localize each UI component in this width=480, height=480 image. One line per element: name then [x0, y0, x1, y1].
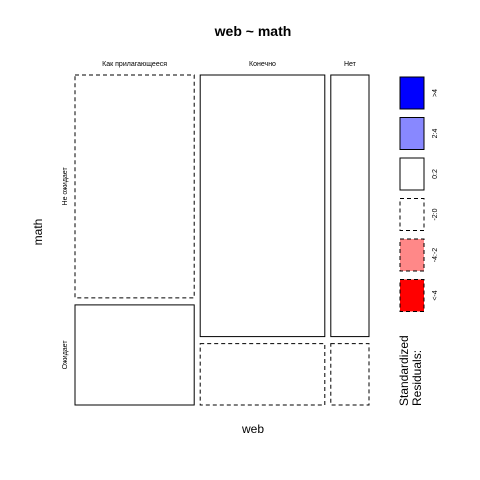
- x-axis-title: web: [241, 422, 264, 436]
- x-tick-label: Как прилагающееся: [102, 61, 167, 68]
- mosaic-cell: [330, 343, 370, 406]
- mosaic-cell: [330, 74, 370, 338]
- legend-label: 0:2: [432, 169, 439, 179]
- legend-label: 2:4: [432, 129, 439, 139]
- legend-label: -4:-2: [432, 248, 439, 263]
- x-tick-labels: Как прилагающееся Конечно Нет: [102, 61, 356, 68]
- legend-swatch: [399, 279, 425, 312]
- mosaic-cell: [199, 74, 326, 338]
- x-tick-label: Конечно: [249, 61, 276, 68]
- legend-title: StandardizedResiduals:: [397, 335, 424, 406]
- legend-label: >4: [432, 89, 439, 97]
- legend-title-line: Standardized: [397, 335, 411, 406]
- legend-swatch: [399, 157, 425, 191]
- mosaic-cell: [74, 74, 195, 299]
- y-tick-labels: Не ожидает Ожидает: [62, 167, 69, 370]
- y-tick-label: Не ожидает: [62, 167, 69, 206]
- legend-swatch: [399, 238, 425, 272]
- chart-title: web ~ math: [214, 23, 292, 39]
- legend-title-line: Residuals:: [410, 350, 424, 406]
- legend-label: <-4: [432, 290, 439, 300]
- legend-swatch: [399, 117, 425, 150]
- legend: >4 2:4 0:2 -2:0 -4:-2 <-4: [399, 76, 439, 312]
- legend-swatch: [399, 198, 425, 231]
- mosaic-cell: [74, 304, 195, 406]
- y-tick-label: Ожидает: [62, 340, 69, 370]
- legend-label: -2:0: [432, 208, 439, 220]
- x-tick-label: Нет: [344, 61, 357, 68]
- legend-swatch: [399, 76, 425, 110]
- mosaic-cell: [199, 343, 326, 406]
- mosaic-cells: [74, 74, 370, 406]
- y-axis-title: math: [31, 219, 45, 246]
